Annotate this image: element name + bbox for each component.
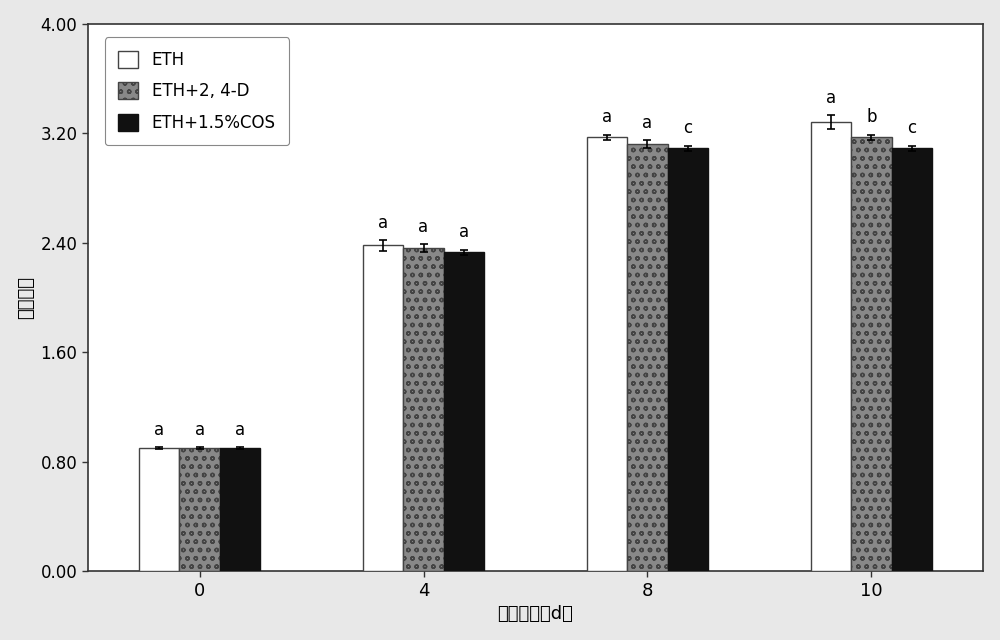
Text: a: a [235, 420, 245, 438]
Bar [587, 138, 627, 572]
Text: a: a [154, 420, 164, 438]
Text: c: c [683, 119, 692, 138]
Bar [627, 144, 668, 572]
Bar [179, 448, 220, 572]
Bar [668, 148, 708, 572]
Text: a: a [378, 214, 388, 232]
Bar [363, 246, 403, 572]
Text: a: a [602, 108, 612, 126]
Text: c: c [907, 119, 916, 138]
Text: b: b [866, 108, 877, 126]
Bar [403, 248, 444, 572]
Bar [444, 252, 484, 572]
Bar [892, 148, 932, 572]
Bar [811, 122, 851, 572]
Bar [139, 448, 179, 572]
Text: a: a [826, 89, 836, 107]
X-axis label: 贯藏时间（d）: 贯藏时间（d） [498, 605, 573, 623]
Bar [851, 138, 892, 572]
Y-axis label: 病害指数: 病害指数 [17, 276, 35, 319]
Bar [220, 448, 260, 572]
Text: a: a [418, 218, 429, 236]
Text: a: a [459, 223, 469, 241]
Legend: ETH, ETH+2, 4-D, ETH+1.5%COS: ETH, ETH+2, 4-D, ETH+1.5%COS [105, 38, 289, 145]
Text: a: a [195, 420, 205, 438]
Text: a: a [642, 114, 653, 132]
